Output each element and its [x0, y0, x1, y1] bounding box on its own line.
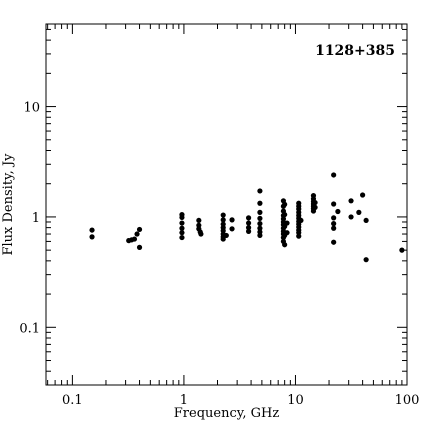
data-point	[331, 201, 337, 207]
data-point	[179, 220, 185, 226]
data-point	[245, 215, 252, 221]
data-point	[257, 225, 263, 231]
data-point	[229, 226, 235, 232]
y-tick-label: 1	[32, 211, 40, 226]
data-point	[282, 211, 288, 218]
data-point	[312, 204, 318, 210]
x-tick-label: 10	[287, 393, 304, 408]
data-point	[284, 230, 290, 236]
data-point	[257, 188, 263, 194]
data-point	[399, 247, 405, 253]
tick-labels: 0.1 1 10 100 0.1 1 10	[19, 101, 419, 408]
y-tick-label: 10	[23, 101, 40, 116]
data-point	[348, 198, 354, 204]
data-point	[198, 231, 204, 237]
y-tick-label: 0.1	[19, 321, 40, 336]
data-point	[257, 215, 263, 221]
data-point	[220, 217, 226, 223]
data-point	[89, 234, 95, 240]
data-point	[298, 217, 304, 224]
data-point	[245, 220, 252, 226]
data-point	[284, 220, 290, 226]
data-point	[131, 236, 138, 242]
data-point	[282, 242, 288, 248]
data-point	[229, 217, 235, 223]
x-tick-label: 0.1	[62, 393, 83, 408]
data-point	[179, 230, 185, 236]
data-point	[296, 233, 302, 239]
data-point	[312, 199, 318, 206]
data-point	[363, 257, 369, 263]
axis-ticks	[46, 24, 408, 386]
data-point	[179, 225, 185, 231]
data-point	[331, 225, 337, 231]
data-point	[196, 217, 202, 224]
x-tick-label: 100	[395, 393, 420, 408]
data-point	[331, 221, 337, 227]
data-point	[257, 200, 263, 206]
data-points	[89, 172, 405, 263]
data-point	[245, 228, 252, 234]
data-point	[257, 232, 263, 239]
x-tick-label: 1	[180, 393, 188, 408]
y-axis-label: Flux Density, Jy	[1, 153, 16, 256]
data-point	[220, 212, 226, 218]
data-point	[363, 217, 369, 224]
data-point	[282, 201, 288, 207]
data-point	[356, 209, 362, 215]
data-point	[331, 239, 337, 245]
data-point	[245, 225, 252, 231]
data-point	[257, 209, 263, 215]
data-point	[331, 215, 337, 221]
x-axis-label: Frequency, GHz	[174, 406, 280, 421]
data-point	[136, 244, 143, 250]
data-point	[134, 231, 140, 237]
data-point	[348, 214, 354, 220]
data-point	[223, 232, 229, 239]
data-point	[360, 192, 366, 198]
data-point	[335, 208, 341, 215]
data-point	[179, 214, 185, 221]
chart-title: 1128+385	[315, 43, 395, 59]
data-point	[220, 236, 226, 242]
data-point	[331, 172, 337, 178]
data-point	[136, 226, 143, 233]
plot-frame	[45, 23, 408, 386]
data-point	[179, 234, 185, 241]
data-point	[89, 227, 95, 233]
data-point	[257, 221, 263, 227]
